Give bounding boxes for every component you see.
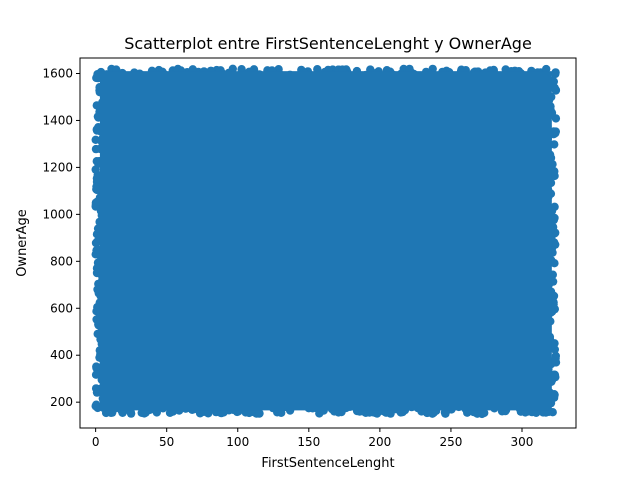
plot-area: [91, 64, 561, 419]
chart-title: Scatterplot entre FirstSentenceLenght y …: [124, 34, 532, 53]
scatter-point: [551, 354, 560, 363]
scatter-point: [91, 370, 101, 379]
scatter-points: [91, 64, 561, 419]
scatter-point: [532, 408, 541, 417]
